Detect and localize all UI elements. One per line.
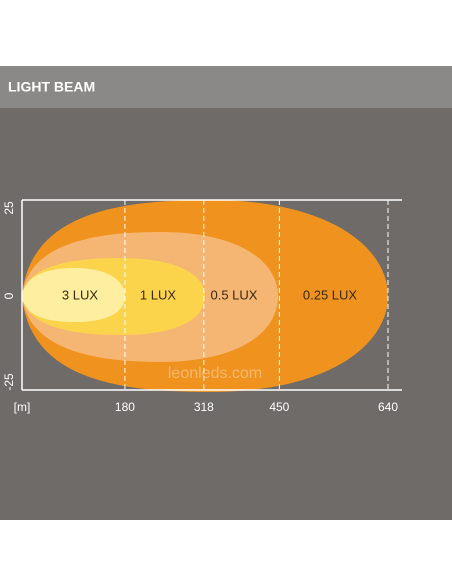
x-tick-label: 640: [378, 400, 398, 414]
watermark: leonleds.com: [168, 365, 262, 382]
zone-3: [22, 268, 125, 322]
y-label: 25: [2, 201, 16, 215]
zone-label: 1 LUX: [140, 287, 176, 302]
x-unit: [m]: [14, 400, 31, 414]
zone-label: 3 LUX: [62, 287, 98, 302]
x-tick-label: 318: [194, 400, 214, 414]
x-tick-label: 180: [115, 400, 135, 414]
zone-label: 0.5 LUX: [211, 287, 258, 302]
beam: [22, 200, 388, 392]
y-label: -25: [2, 373, 16, 391]
title: LIGHT BEAM: [8, 79, 95, 95]
x-tick-label: 450: [269, 400, 289, 414]
zone-label: 0.25 LUX: [303, 287, 358, 302]
header-bar: [0, 66, 452, 108]
y-label: 0: [2, 292, 16, 299]
